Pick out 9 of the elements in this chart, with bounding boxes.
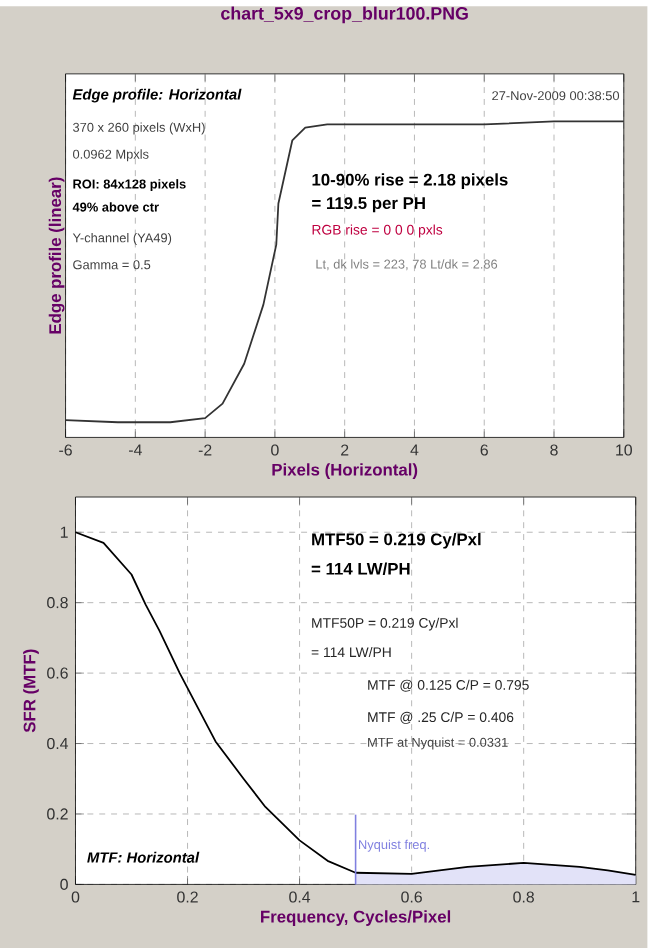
annotation: = 119.5 per PH xyxy=(312,197,426,213)
y-axis-title: SFR (MTF) xyxy=(23,649,40,733)
chart-title: chart_5x9_crop_blur100.PNG xyxy=(221,6,468,24)
annotation: = 114 LW/PH xyxy=(311,562,410,575)
annotation: MTF50 = 0.219 Cy/Pxl xyxy=(312,532,481,549)
x-axis-title: Pixels (Horizontal) xyxy=(272,463,418,479)
y-axis-title: Edge profile (linear) xyxy=(48,177,65,334)
x-axis-title: Frequency, Cycles/Pixel xyxy=(261,910,451,926)
annotation: 10-90% rise = 2.18 pixels xyxy=(312,173,508,189)
